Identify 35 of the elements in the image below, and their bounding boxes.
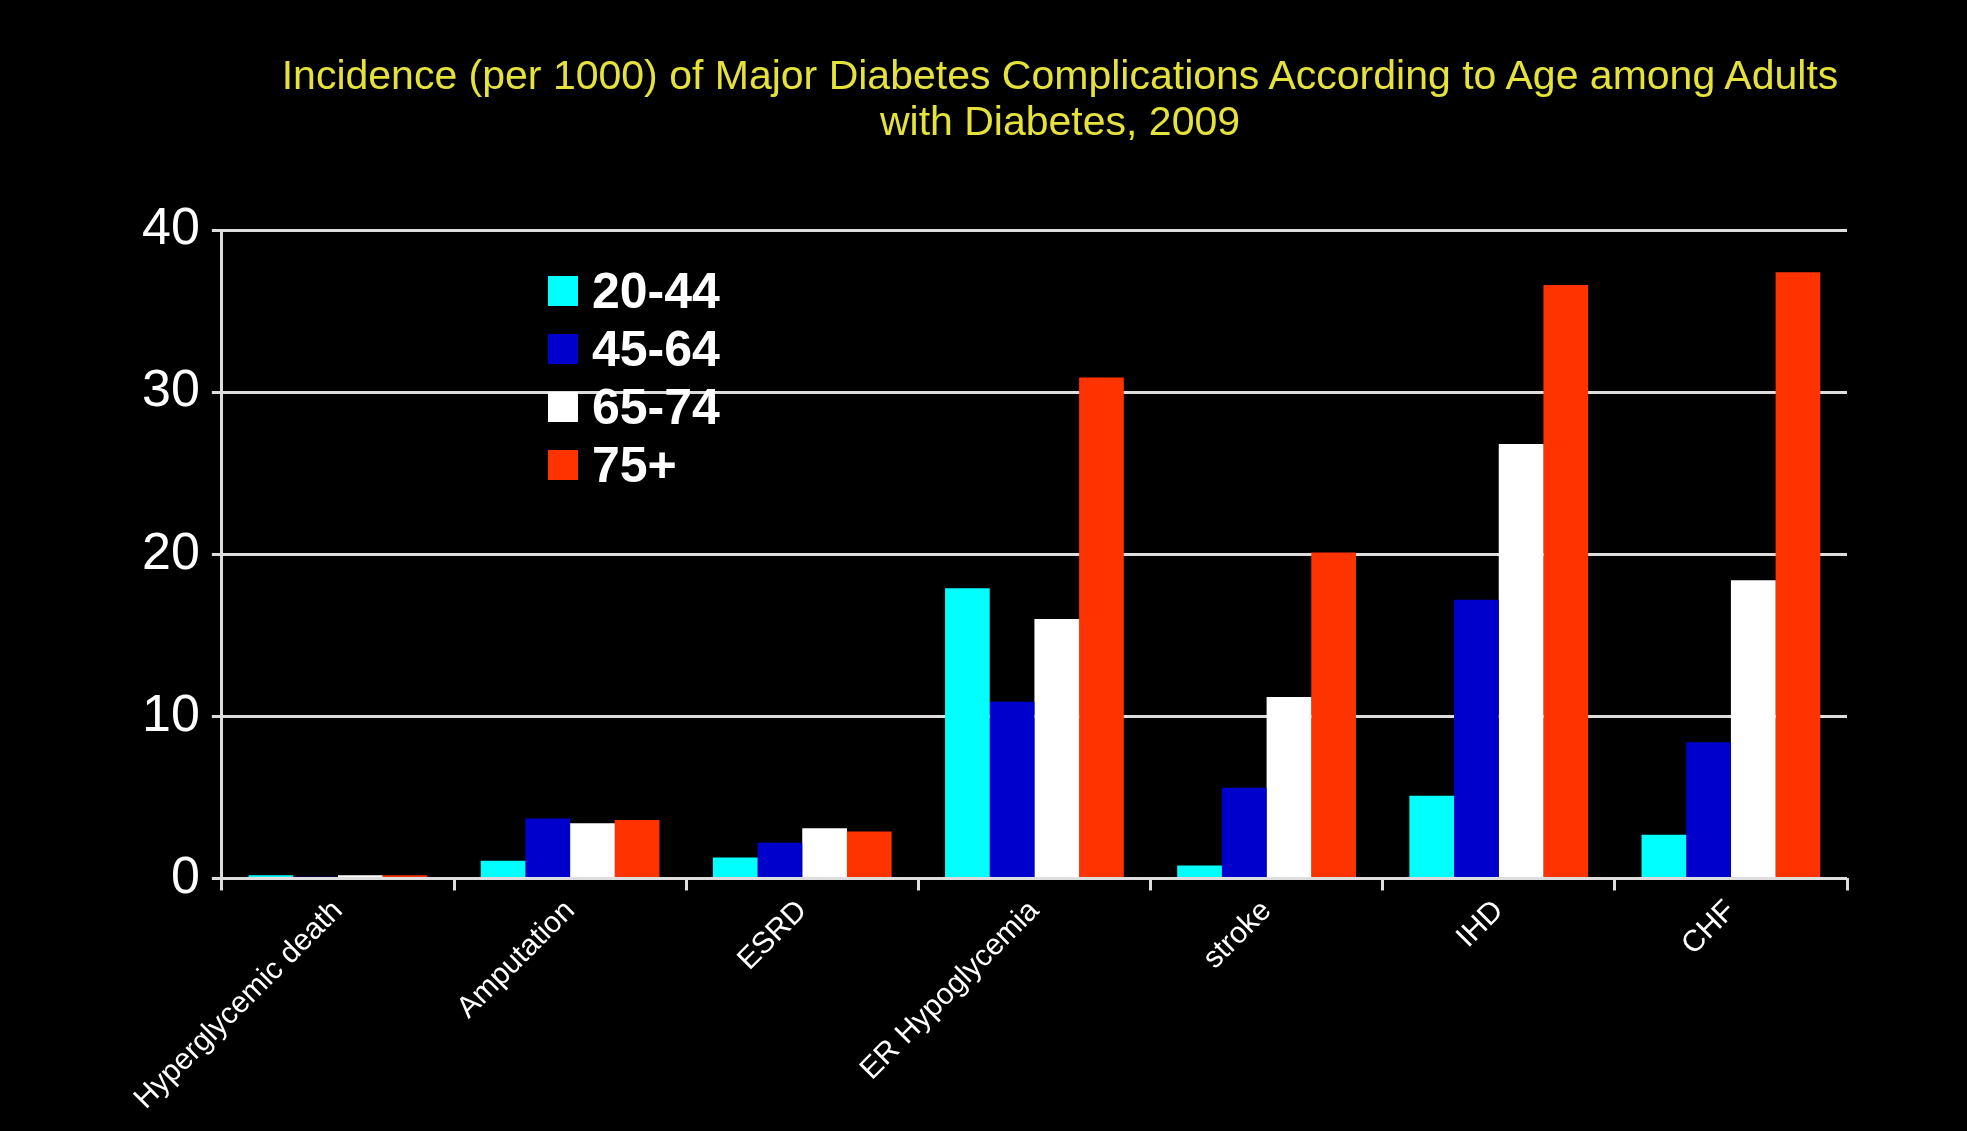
bar	[712, 857, 758, 877]
bar	[1730, 580, 1776, 877]
bar	[1177, 865, 1222, 877]
bar	[989, 701, 1035, 877]
bar	[1775, 272, 1821, 877]
bar	[945, 588, 990, 877]
bar	[802, 828, 847, 877]
y-tick-label: 10	[142, 683, 200, 742]
bar	[1266, 696, 1312, 877]
legend-label: 65-74	[592, 378, 720, 436]
bar	[1311, 552, 1356, 877]
bar	[757, 842, 803, 877]
bar	[614, 820, 660, 877]
bar	[1543, 285, 1589, 877]
bar	[1498, 443, 1544, 877]
y-tick-label: 40	[142, 197, 200, 256]
x-tick-label: IHD	[1448, 892, 1509, 953]
bar	[846, 831, 892, 877]
bar	[1686, 742, 1731, 877]
bar	[1641, 834, 1687, 877]
bar	[1454, 599, 1499, 877]
legend-label: 75+	[592, 436, 677, 494]
legend-label: 45-64	[592, 320, 720, 378]
chart-title: Incidence (per 1000) of Major Diabetes Complications According to Age among Adults with Diabetes, 2009	[280, 52, 1840, 144]
bar	[1409, 795, 1455, 877]
bar	[480, 860, 526, 877]
legend-label: 20-44	[592, 262, 720, 320]
bar	[525, 818, 571, 877]
bar	[570, 823, 615, 877]
y-tick-label: 30	[142, 359, 200, 418]
bar	[1079, 377, 1124, 877]
y-tick-label: 0	[170, 845, 200, 904]
y-tick-label: 20	[142, 521, 200, 580]
bar	[1221, 787, 1267, 877]
bar	[1034, 619, 1080, 877]
